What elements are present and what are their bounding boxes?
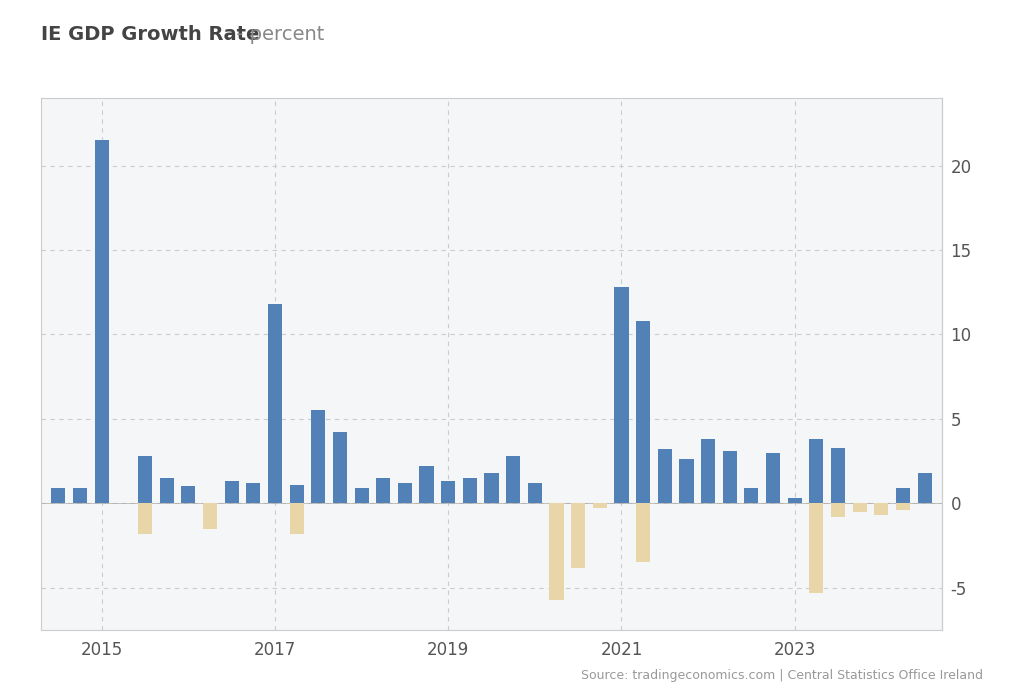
Bar (376, 478, 390, 503)
Text: - percent: - percent (230, 25, 325, 43)
Bar (896, 503, 910, 510)
Bar (723, 451, 737, 503)
Bar (398, 483, 412, 503)
Bar (614, 287, 629, 503)
Bar (550, 503, 563, 600)
Bar (181, 486, 196, 503)
Bar (809, 439, 823, 503)
Bar (571, 503, 585, 568)
Bar (744, 488, 759, 503)
Bar (484, 473, 499, 503)
Bar (463, 478, 477, 503)
Bar (918, 473, 932, 503)
Bar (311, 410, 326, 503)
Bar (246, 483, 260, 503)
Bar (138, 456, 152, 503)
Bar (333, 433, 347, 503)
Bar (268, 304, 282, 503)
Bar (290, 485, 303, 503)
Bar (657, 449, 672, 503)
Bar (160, 478, 174, 503)
Bar (203, 503, 217, 528)
Bar (636, 503, 650, 562)
Bar (787, 498, 802, 503)
Bar (506, 456, 520, 503)
Bar (420, 466, 433, 503)
Bar (593, 503, 607, 508)
Bar (701, 439, 715, 503)
Bar (138, 503, 152, 533)
Text: Source: tradingeconomics.com | Central Statistics Office Ireland: Source: tradingeconomics.com | Central S… (581, 669, 983, 682)
Bar (853, 503, 866, 512)
Bar (766, 453, 780, 503)
Bar (51, 488, 66, 503)
Bar (527, 483, 542, 503)
Bar (73, 488, 87, 503)
Bar (636, 321, 650, 503)
Bar (896, 488, 910, 503)
Bar (290, 503, 303, 533)
Bar (831, 447, 845, 503)
Text: IE GDP Growth Rate: IE GDP Growth Rate (41, 25, 259, 43)
Bar (441, 482, 456, 503)
Bar (809, 503, 823, 593)
Bar (831, 503, 845, 517)
Bar (680, 459, 693, 503)
Bar (224, 482, 239, 503)
Bar (354, 488, 369, 503)
Bar (874, 503, 889, 515)
Bar (94, 140, 109, 503)
